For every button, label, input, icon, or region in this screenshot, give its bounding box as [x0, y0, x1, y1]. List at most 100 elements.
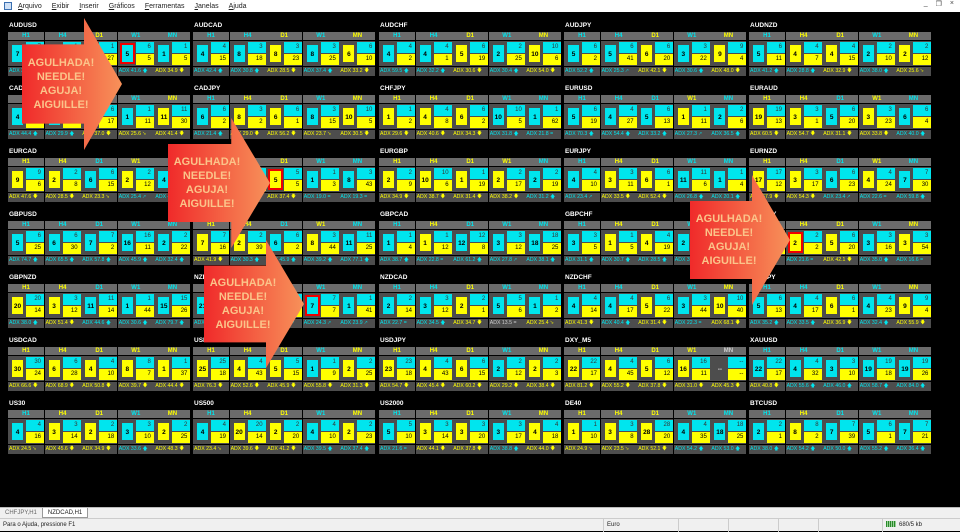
tab-nzdcad-h1[interactable]: NZDCAD,H1: [41, 508, 89, 518]
upper-value: 6: [582, 105, 600, 116]
adx-value: 38.2: [501, 194, 513, 200]
upper-value: 4: [26, 420, 44, 431]
adx-value: 52.4: [650, 194, 661, 200]
timeframe-mn: MN 19 19 26 ADX 84.0 🡅: [895, 347, 932, 393]
adx-down-arrow-icon: 🡇: [920, 320, 926, 326]
signal-box: 4: [568, 297, 579, 314]
adx-down-arrow-icon: 🡇: [625, 383, 631, 389]
timeframe-d1: D1 2 2 18 ADX 34.9 🡇: [81, 410, 118, 456]
signal-box: 3: [899, 234, 911, 251]
lower-value: 19: [655, 243, 674, 254]
adx-label: ADX: [82, 383, 93, 389]
lower-value: 12: [433, 306, 452, 317]
timeframe-header: H1: [749, 158, 785, 166]
adx-label: ADX: [118, 68, 130, 74]
timeframe-mn: MN 1 1 4 ADX 20.1 🡅: [710, 158, 747, 204]
adx-label: ADX: [303, 320, 315, 326]
adx-readout: ADX 25.4 🡕: [117, 193, 154, 202]
signal-body: 6 6 20: [637, 41, 674, 66]
adx-value: 41.2: [279, 446, 290, 452]
menu-ferramentas[interactable]: Ferramentas: [144, 2, 185, 10]
chart-window[interactable]: AUDUSD H1 7 7 20 ADX 38.2 🡅 H4 1 1 27 AD…: [0, 12, 960, 507]
timeframe-header: W1: [488, 32, 525, 40]
adx-readout: ADX 29.2 🡇: [488, 382, 525, 391]
symbol-panel-eurgbp: EURGBP H1 2 2 9 ADX 34.9 🡇 H4 10 10 6 AD…: [379, 146, 562, 204]
adx-readout: ADX 48.0 🡇: [710, 67, 747, 76]
signal-box: 1: [677, 108, 689, 125]
adx-value: 45.6: [57, 446, 68, 452]
signal-body: 2 2 22: [154, 230, 191, 255]
timeframe-h1: H1 6 6 2 ADX 21.4 🡅: [193, 95, 229, 141]
signal-body: 9 9 4: [895, 293, 932, 318]
timeframe-w1: W1 3 3 12 ADX 27.8 🡕: [488, 221, 525, 267]
timeframe-d1: D1 7 7 2 ADX 57.8 🡅: [81, 221, 118, 267]
restore-icon[interactable]: ❐: [935, 1, 942, 8]
adx-label: ADX: [303, 383, 315, 389]
menu-janelas[interactable]: Janelas: [194, 2, 219, 10]
adx-label: ADX: [823, 131, 834, 137]
adx-readout: ADX 68.9 🡇: [44, 382, 81, 391]
upper-value: 10: [433, 168, 452, 179]
signal-body: 8 3 25: [302, 41, 339, 66]
menu-ajuda[interactable]: Ajuda: [228, 2, 247, 10]
timeframe-header: H4: [600, 95, 637, 103]
adx-label: ADX: [45, 194, 57, 200]
timeframe-h4: H4 3 3 1 ADX 54.7 🡇: [785, 95, 822, 141]
menu-arquivo[interactable]: Arquivo: [18, 2, 42, 10]
timeframe-h1: H1 5 6 2 ADX 52.2 🡅: [564, 32, 600, 78]
timeframe-header: D1: [452, 158, 489, 166]
adx-down-arrow-icon: 🡇: [69, 446, 75, 452]
status-profile: Euro: [603, 519, 678, 532]
timeframe-header: D1: [822, 347, 859, 355]
menu-inserir[interactable]: Inserir: [79, 2, 99, 10]
lower-value: 2: [99, 243, 118, 254]
timeframe-header: MN: [154, 95, 191, 103]
adx-up-arrow-icon: 🡅: [588, 68, 595, 74]
status-cell: [678, 519, 728, 532]
adx-readout: ADX 33.2 🡅: [637, 130, 674, 139]
upper-value: 4: [433, 357, 452, 368]
lower-value: 12: [506, 243, 525, 254]
signal-body: 2 2 23: [339, 419, 376, 444]
signal-box: 6: [270, 108, 282, 125]
adx-down-arrow-icon: 🡇: [290, 383, 297, 389]
timeframe-header: W1: [117, 32, 154, 40]
menu-exibir[interactable]: Exibir: [51, 2, 70, 10]
signal-box: 6: [48, 234, 60, 251]
adx-readout: ADX 56.2 🡇: [266, 130, 303, 139]
signal-body: 1 1 4: [379, 230, 415, 255]
adx-value: 74.7: [21, 257, 32, 263]
lower-value: 1: [803, 117, 822, 128]
menu-graficos[interactable]: Gráficos: [108, 2, 135, 10]
timeframe-h1: H1 4 4 15 ADX 42.4 🡅: [193, 32, 229, 78]
adx-value: 55.2: [613, 383, 624, 389]
lower-value: 14: [582, 306, 600, 317]
symbol-panel-audcad: AUDCAD H1 4 4 15 ADX 42.4 🡅 H4 8 3 18 AD…: [193, 20, 376, 78]
timeframe-header: D1: [822, 410, 859, 418]
symbol-title: AUDNZD: [750, 22, 778, 29]
adx-label: ADX: [786, 446, 798, 452]
timeframe-header: H1: [564, 284, 600, 292]
signal-box: 4: [826, 45, 838, 62]
lower-value: 43: [357, 180, 376, 191]
lower-value: 4: [913, 117, 932, 128]
signal-body: 1 1 5: [600, 230, 637, 255]
adx-value: 23.7: [315, 131, 327, 137]
adx-readout: ADX 40.6 🡇: [415, 130, 452, 139]
lower-value: 13: [767, 306, 785, 317]
signal-body: 2 2 1: [452, 293, 489, 318]
adx-down-right-arrow-icon: 🡖: [217, 446, 222, 452]
lower-value: 28: [62, 369, 81, 380]
adx-down-arrow-icon: 🡇: [364, 131, 370, 137]
signal-body: 1 1 10: [564, 419, 600, 444]
timeframe-header: H1: [8, 221, 44, 229]
timeframe-header: D1: [822, 95, 859, 103]
minimize-icon[interactable]: _: [923, 0, 928, 7]
tab-chfjpy-h1[interactable]: CHFJPY,H1: [5, 510, 37, 516]
timeframe-w1: W1 3 3 17 ADX 38.8 🡅: [488, 410, 525, 456]
close-icon[interactable]: ×: [949, 0, 954, 7]
upper-value: 1: [172, 42, 191, 53]
adx-readout: ADX 38.7 🡇: [415, 193, 452, 202]
adx-readout: ADX 39.7 🡇: [117, 382, 154, 391]
adx-readout: ADX 60.5 🡇: [749, 130, 785, 139]
